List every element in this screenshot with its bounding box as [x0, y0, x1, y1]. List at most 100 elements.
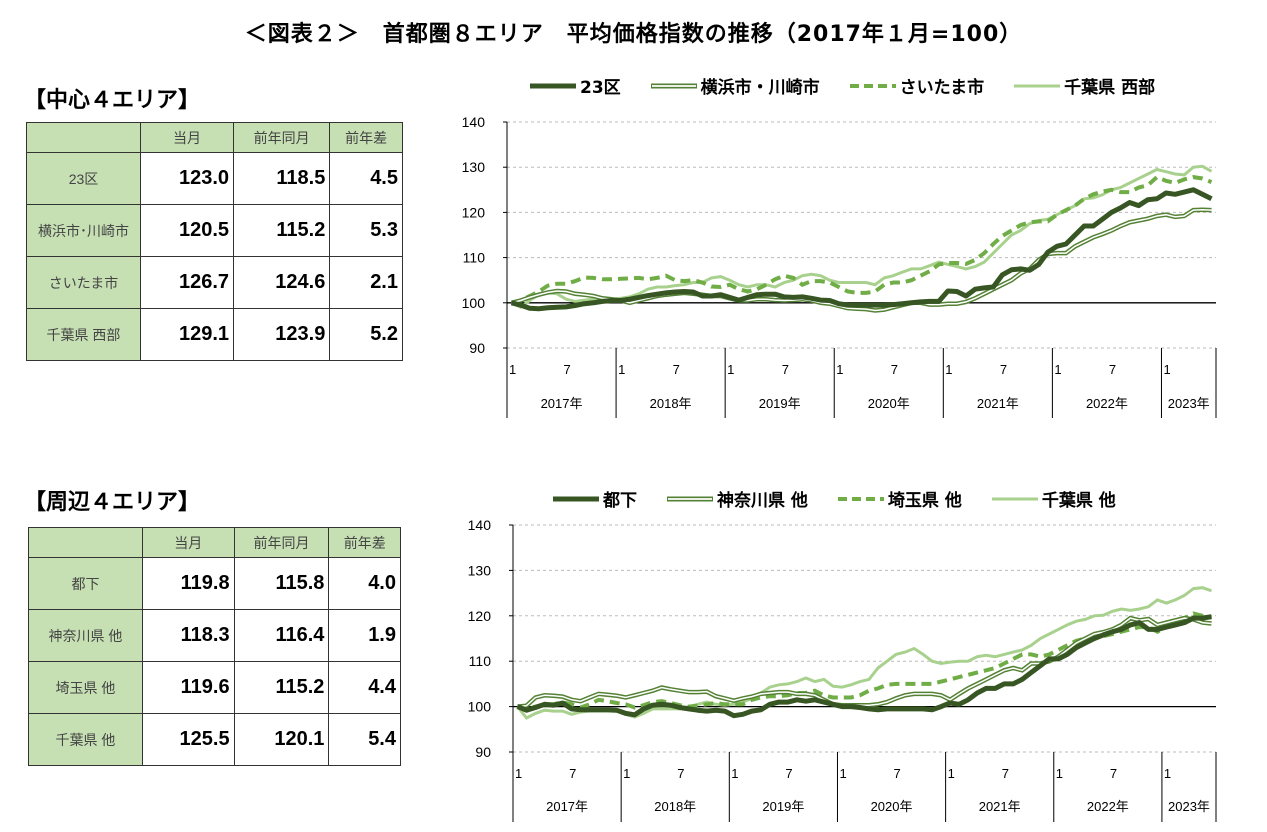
- table-row: 千葉県 西部 129.1 123.9 5.2: [26, 308, 403, 361]
- month-tick-label: 1: [731, 766, 738, 781]
- month-tick-label: 1: [727, 362, 734, 377]
- legend-swatch: [530, 83, 576, 88]
- y-tick-label: 110: [463, 250, 486, 266]
- value-cell: 5.2: [329, 308, 403, 361]
- y-tick-label: 140: [462, 114, 486, 130]
- month-tick-label: 7: [782, 362, 789, 377]
- month-tick-label: 1: [836, 362, 843, 377]
- month-tick-label: 1: [948, 766, 955, 781]
- chart-legend-central: 23区 横浜市・川崎市 さいたま市 千葉県 西部: [530, 73, 1155, 98]
- y-tick-label: 90: [469, 340, 485, 356]
- y-tick-label: 90: [475, 744, 491, 760]
- series-line-2: [511, 174, 1213, 305]
- value-cell: 115.2: [233, 661, 330, 714]
- legend-item: さいたま市: [849, 73, 985, 98]
- column-header: 当月: [142, 527, 235, 558]
- y-tick-label: 120: [462, 204, 486, 220]
- area-name-cell: 横浜市･川崎市: [26, 204, 141, 257]
- value-cell: 124.6: [233, 256, 331, 309]
- value-cell: 118.3: [142, 609, 235, 662]
- value-cell: 119.8: [142, 557, 235, 610]
- chart-legend-suburban: 都下 神奈川県 他 埼玉県 他 千葉県 他: [553, 486, 1116, 511]
- year-label: 2017年: [541, 396, 583, 411]
- legend-item: 千葉県 西部: [1014, 73, 1155, 98]
- page-title: ＜図表２＞ 首都圏８エリア 平均価格指数の推移（2017年１月=100）: [244, 22, 1023, 47]
- year-label: 2020年: [868, 396, 910, 411]
- value-cell: 115.8: [233, 557, 330, 610]
- month-tick-label: 7: [1110, 766, 1117, 781]
- month-tick-label: 7: [1002, 766, 1009, 781]
- month-tick-label: 1: [1164, 766, 1171, 781]
- value-cell: 4.5: [329, 152, 403, 205]
- value-cell: 123.0: [139, 152, 235, 205]
- column-header: [28, 527, 143, 558]
- series-line-0: [510, 187, 1213, 312]
- month-tick-label: 1: [509, 362, 516, 377]
- legend-swatch: [667, 496, 713, 501]
- month-tick-label: 1: [1054, 362, 1061, 377]
- year-label: 2023年: [1168, 799, 1210, 814]
- legend-swatch: [553, 496, 599, 501]
- value-cell: 5.3: [329, 204, 403, 257]
- value-cell: 123.9: [233, 308, 331, 361]
- month-tick-label: 1: [1056, 766, 1063, 781]
- month-tick-label: 1: [1163, 362, 1170, 377]
- month-tick-label: 7: [564, 362, 571, 377]
- year-label: 2021年: [977, 396, 1019, 411]
- table-row: 23区 123.0 118.5 4.5: [26, 152, 403, 205]
- legend-label: 千葉県 西部: [1064, 78, 1156, 98]
- month-tick-label: 7: [894, 766, 901, 781]
- year-label: 2020年: [871, 799, 913, 814]
- table-row: 神奈川県 他 118.3 116.4 1.9: [28, 609, 401, 662]
- y-tick-label: 120: [468, 608, 492, 624]
- section-heading-central: 【中心４エリア】: [24, 88, 201, 113]
- legend-item: 都下: [553, 486, 637, 511]
- year-label: 2017年: [546, 799, 588, 814]
- month-tick-label: 7: [673, 362, 680, 377]
- month-tick-label: 1: [623, 766, 630, 781]
- month-tick-label: 1: [515, 766, 522, 781]
- area-name-cell: さいたま市: [26, 256, 141, 309]
- value-cell: 125.5: [142, 713, 235, 766]
- month-tick-label: 7: [785, 766, 792, 781]
- value-cell: 115.2: [233, 204, 331, 257]
- value-cell: 120.1: [233, 713, 330, 766]
- y-tick-label: 100: [468, 699, 492, 715]
- value-cell: 1.9: [328, 609, 401, 662]
- area-name-cell: 都下: [28, 557, 143, 610]
- legend-item: 千葉県 他: [991, 486, 1116, 511]
- legend-swatch: [991, 497, 1038, 500]
- y-tick-label: 140: [468, 517, 492, 533]
- central-areas-table: 当月 前年同月 前年差 23区 123.0 118.5 4.5 横浜市･川崎市 120.5 115…: [26, 122, 403, 361]
- table-row: 都下 119.8 115.8 4.0: [28, 557, 401, 610]
- legend-label: さいたま市: [899, 78, 985, 98]
- table-row: 埼玉県 他 119.6 115.2 4.4: [28, 661, 401, 714]
- area-name-cell: 千葉県 他: [28, 713, 143, 766]
- legend-label: 神奈川県 他: [717, 491, 808, 511]
- area-name-cell: 埼玉県 他: [28, 661, 143, 714]
- year-label: 2019年: [762, 799, 804, 814]
- legend-item: 横浜市・川崎市: [650, 73, 820, 98]
- value-cell: 119.6: [142, 661, 235, 714]
- area-name-cell: 千葉県 西部: [26, 308, 141, 361]
- legend-label: 横浜市・川崎市: [700, 78, 820, 98]
- month-tick-label: 7: [677, 766, 684, 781]
- y-tick-label: 110: [469, 653, 492, 669]
- y-tick-label: 130: [462, 159, 486, 175]
- month-tick-label: 7: [1109, 362, 1116, 377]
- series-line-1-inner: [511, 208, 1212, 312]
- legend-item: 神奈川県 他: [667, 486, 808, 511]
- year-label: 2018年: [650, 396, 692, 411]
- value-cell: 5.4: [328, 713, 401, 766]
- value-cell: 120.5: [139, 204, 235, 257]
- area-name-cell: 神奈川県 他: [28, 609, 143, 662]
- value-cell: 4.0: [328, 557, 401, 610]
- month-tick-label: 1: [618, 362, 625, 377]
- column-header: 前年同月: [233, 527, 330, 558]
- table-header-row: 当月 前年同月 前年差: [28, 527, 401, 558]
- year-label: 2019年: [759, 396, 801, 411]
- legend-label: 千葉県 他: [1041, 491, 1116, 511]
- year-label: 2022年: [1086, 396, 1128, 411]
- value-cell: 118.5: [233, 152, 331, 205]
